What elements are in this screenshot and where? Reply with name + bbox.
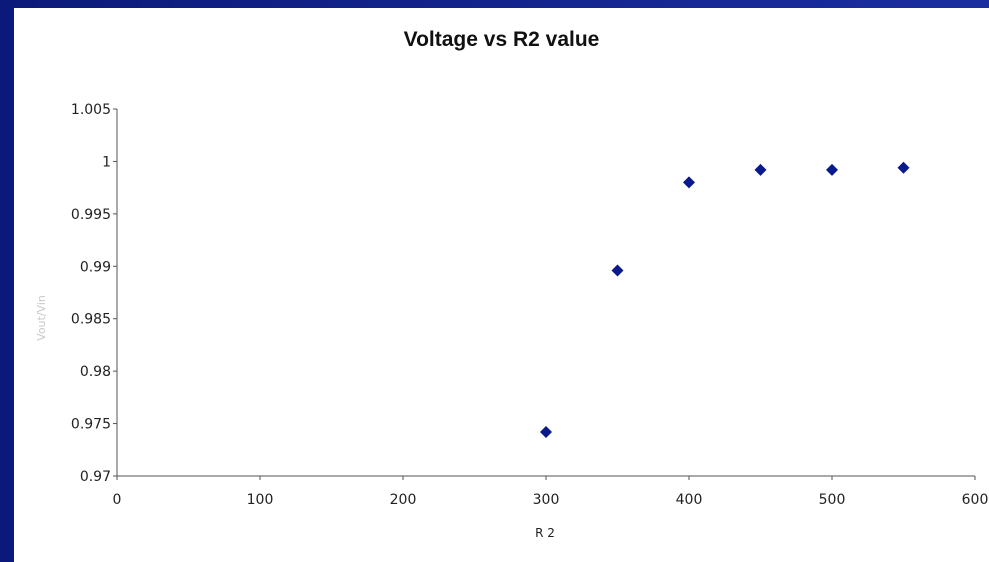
x-tick-label: 500 (819, 492, 846, 508)
chart-panel: Voltage vs R2 value (14, 8, 989, 562)
y-tick-label: 0.99 (80, 259, 111, 275)
data-point (897, 161, 910, 174)
y-tick-label: 0.97 (80, 469, 111, 485)
data-point (683, 176, 695, 189)
x-tick-label: 400 (676, 492, 703, 508)
y-tick-label: 1.005 (71, 102, 111, 118)
y-tick-label: 0.975 (71, 417, 111, 433)
x-tick-label: 0 (113, 492, 122, 508)
y-axis-title: Vout/Vin (35, 295, 48, 341)
y-tick-label: 0.985 (71, 312, 111, 328)
x-tick-label: 600 (962, 492, 989, 508)
data-point (540, 425, 552, 438)
x-tick-label: 100 (247, 492, 274, 508)
y-tick-label: 0.995 (71, 207, 111, 223)
chart-title: Voltage vs R2 value (403, 28, 600, 51)
x-tick-label: 200 (390, 492, 417, 508)
y-tick-label: 0.98 (80, 364, 111, 380)
x-tick-label: 300 (533, 492, 560, 508)
data-point (611, 264, 624, 277)
y-tick-label: 1 (102, 154, 111, 170)
data-point (754, 163, 767, 176)
data-point (826, 163, 838, 176)
x-axis-title: R 2 (535, 526, 555, 540)
